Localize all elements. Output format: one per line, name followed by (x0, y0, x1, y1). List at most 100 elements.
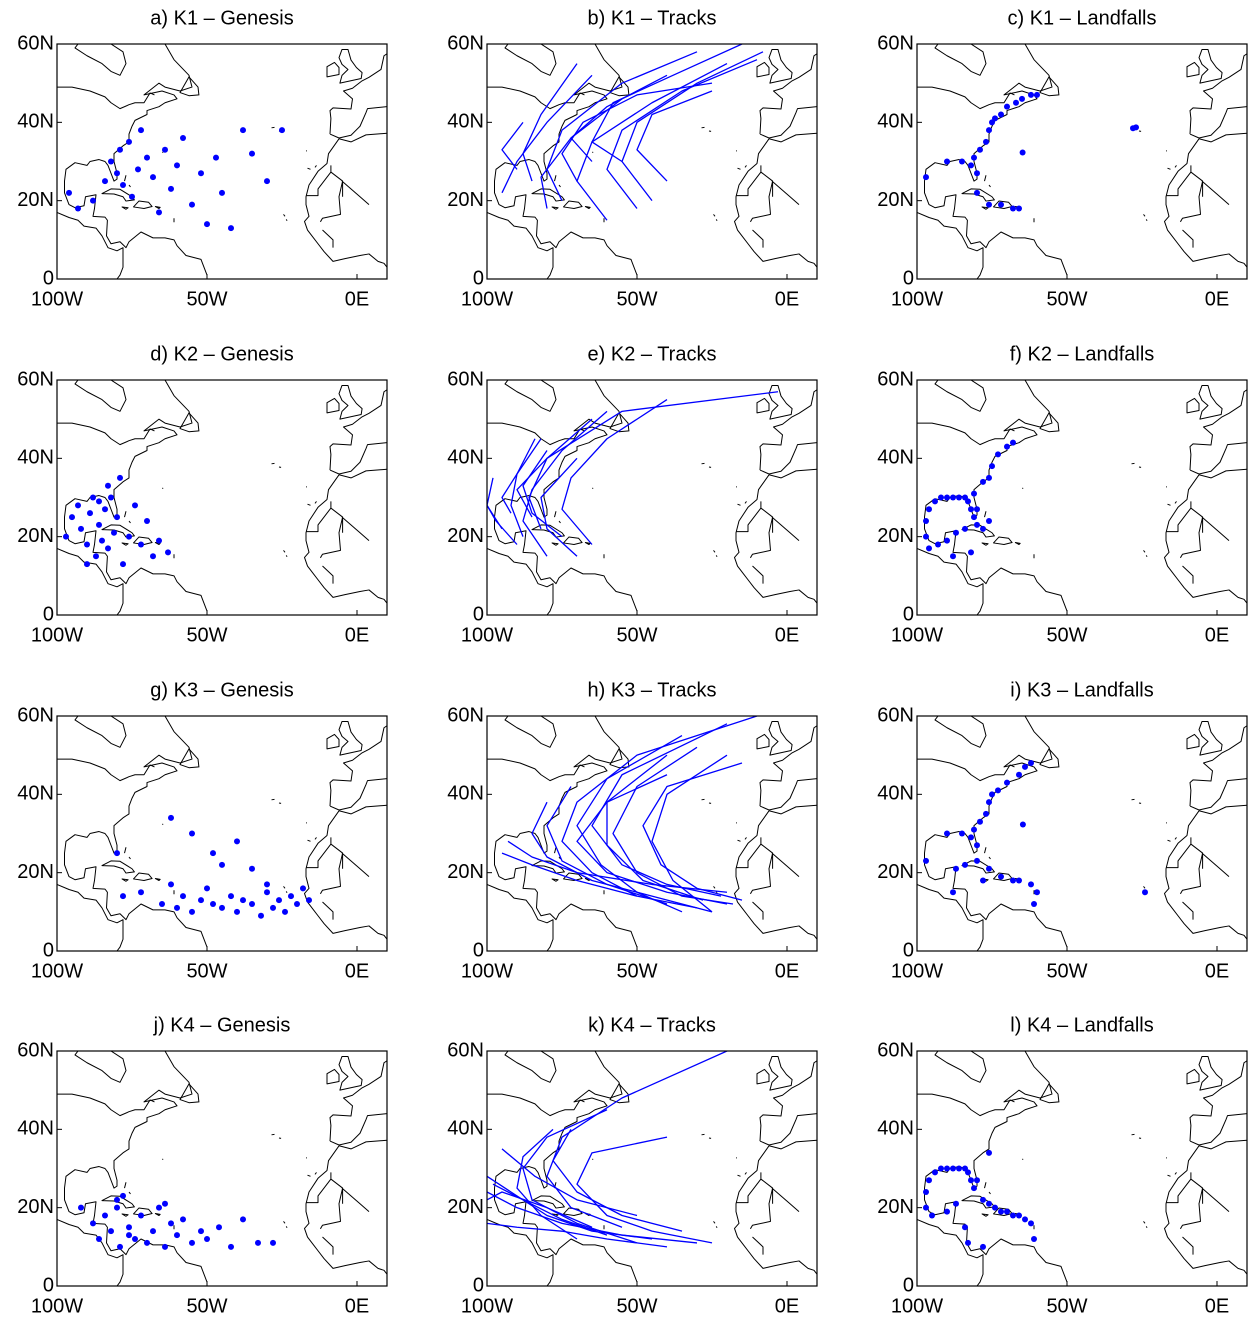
point (1022, 763, 1028, 770)
point (944, 830, 950, 837)
point (132, 1236, 138, 1242)
point (255, 1239, 261, 1246)
point (189, 908, 195, 915)
point (986, 474, 992, 481)
map-background (917, 1051, 1247, 1286)
point (968, 834, 974, 841)
point (1142, 889, 1148, 896)
x-tick-label: 50W (616, 288, 657, 310)
track (576, 735, 683, 913)
point (75, 205, 81, 212)
point (240, 897, 246, 904)
point (144, 1239, 150, 1246)
track (570, 74, 668, 162)
point (249, 901, 255, 907)
point (189, 201, 195, 208)
point (138, 127, 144, 134)
point (228, 225, 234, 232)
track (531, 801, 713, 913)
map-background (917, 380, 1247, 615)
point (950, 1165, 956, 1172)
y-tick-label: 40N (877, 447, 914, 469)
point (180, 135, 186, 141)
y-tick-label: 20N (17, 1196, 54, 1218)
point (983, 810, 989, 817)
point (986, 799, 992, 806)
point (234, 908, 240, 915)
track (591, 44, 743, 163)
y-tick-label: 20N (17, 861, 54, 883)
point (240, 1216, 246, 1223)
point (1031, 901, 1037, 907)
point (126, 1232, 132, 1239)
y-tick-label: 60N (447, 32, 484, 54)
point (986, 1200, 992, 1207)
point (114, 850, 120, 857)
x-tick-label: 100W (31, 960, 83, 982)
map-panel (917, 1051, 1247, 1286)
y-tick-label: 0 (473, 1274, 484, 1296)
x-tick-label: 50W (616, 1295, 657, 1317)
point (968, 162, 974, 169)
point (950, 553, 956, 560)
plot-frame (486, 1050, 818, 1287)
point (180, 1216, 186, 1223)
point (270, 904, 276, 911)
point (968, 506, 974, 513)
point (120, 182, 126, 188)
y-tick-label: 20N (447, 861, 484, 883)
track (540, 98, 623, 209)
x-tick-label: 100W (891, 624, 943, 646)
point (974, 506, 980, 513)
point (980, 1243, 986, 1250)
y-tick-label: 60N (447, 1039, 484, 1061)
map-panel (487, 1051, 817, 1286)
y-tick-label: 20N (877, 1196, 914, 1218)
map-background (487, 380, 817, 615)
x-tick-label: 100W (31, 624, 83, 646)
x-tick-label: 100W (461, 624, 513, 646)
point (944, 1208, 950, 1215)
point (923, 174, 929, 181)
plot-frame (916, 43, 1248, 280)
map-panel (917, 44, 1247, 279)
panel-title: b) K1 – Tracks (588, 7, 717, 29)
point (1028, 1220, 1034, 1227)
point (971, 514, 977, 521)
point (120, 561, 126, 568)
y-tick-label: 40N (877, 783, 914, 805)
point (102, 506, 108, 513)
point (968, 1177, 974, 1184)
plot-frame (486, 43, 818, 280)
plot-frame (56, 43, 388, 280)
point (276, 897, 282, 904)
point (114, 170, 120, 177)
point (69, 514, 75, 521)
track (606, 754, 704, 901)
point (944, 1165, 950, 1172)
point (926, 1177, 932, 1184)
point (78, 525, 84, 532)
point (1028, 881, 1034, 888)
point (108, 494, 114, 501)
point (174, 1232, 180, 1239)
point (150, 174, 156, 181)
point (923, 518, 929, 524)
point (90, 494, 96, 501)
point (938, 494, 944, 501)
y-tick-label: 60N (877, 704, 914, 726)
y-tick-label: 20N (877, 861, 914, 883)
point (1034, 91, 1040, 98)
point (117, 146, 123, 153)
plot-frame (916, 715, 1248, 952)
point (150, 1228, 156, 1235)
point (965, 1169, 971, 1176)
point (129, 193, 135, 200)
track (552, 1129, 683, 1232)
panel-title: d) K2 – Genesis (150, 343, 293, 365)
point (117, 474, 123, 481)
track (606, 59, 758, 209)
track (516, 1128, 578, 1240)
track (492, 1183, 608, 1236)
point (219, 189, 225, 196)
